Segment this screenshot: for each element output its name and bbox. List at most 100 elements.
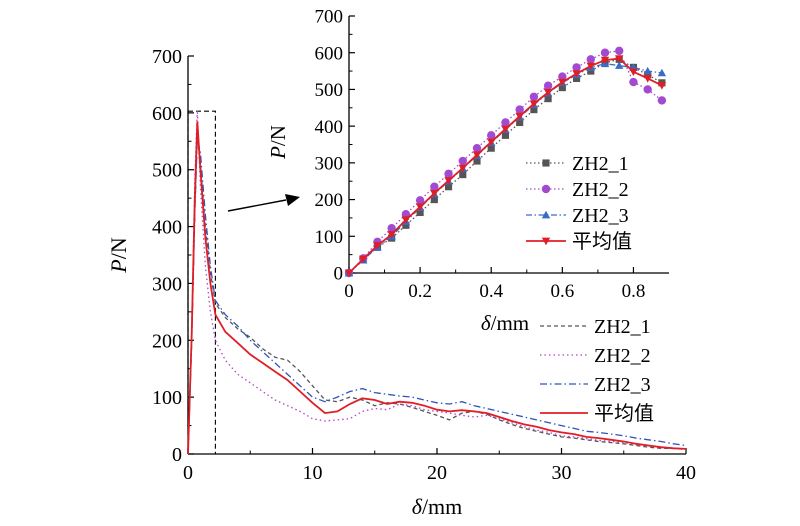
y-tick-label: 300	[152, 273, 182, 295]
data-point	[529, 100, 539, 108]
data-point	[558, 78, 567, 87]
series-line	[187, 138, 687, 455]
data-point	[529, 92, 539, 101]
legend-label: ZH2_2	[594, 345, 651, 367]
x-tick-label: 0.6	[550, 281, 574, 302]
legend: ZH2_1 ZH2_2 ZH2_3 平均值	[526, 153, 632, 253]
data-point	[643, 75, 652, 83]
legend-label: ZH2_3	[572, 205, 629, 227]
y-tick-label: 400	[315, 117, 344, 138]
data-point	[657, 96, 667, 105]
arrow-shaft	[227, 199, 287, 212]
x-tick-label: 0	[183, 462, 193, 484]
y-tick-label: 500	[315, 80, 344, 101]
y-axis-label: P/N	[106, 237, 131, 274]
data-point	[544, 95, 552, 103]
x-tick-label: 30	[552, 462, 572, 484]
data-point	[587, 67, 595, 75]
data-point	[543, 81, 553, 90]
data-point	[572, 74, 581, 82]
y-tick-label: 200	[315, 190, 344, 211]
data-point	[558, 72, 567, 81]
x-tick-label: 20	[427, 462, 447, 484]
data-point	[629, 68, 638, 77]
data-point	[515, 112, 524, 121]
data-point	[415, 203, 425, 212]
legend-label: ZH2_1	[572, 153, 629, 175]
legend-label: ZH2_2	[572, 179, 629, 201]
y-tick-label: 700	[152, 46, 182, 68]
data-point	[444, 183, 453, 191]
y-tick-label: 100	[315, 227, 344, 248]
x-tick-label: 0.4	[479, 281, 503, 302]
legend-label: 平均值	[572, 230, 632, 253]
series-3	[187, 121, 687, 455]
series-1	[344, 46, 667, 278]
data-point	[530, 106, 538, 114]
data-point	[572, 70, 581, 78]
data-point	[416, 208, 424, 216]
data-point	[516, 118, 524, 127]
data-point	[444, 169, 453, 179]
data-point	[657, 82, 667, 90]
data-point	[387, 231, 396, 239]
legend-marker	[541, 237, 551, 246]
legend-label: 平均值	[594, 402, 654, 425]
data-point	[600, 48, 610, 57]
x-tick-label: 10	[303, 462, 323, 484]
data-point	[643, 85, 652, 94]
x-axis-label: δ/mm	[412, 494, 463, 519]
data-point	[644, 71, 652, 79]
legend-label: ZH2_3	[594, 374, 651, 396]
zoom-region-box	[187, 110, 216, 455]
data-point	[444, 177, 453, 185]
data-point	[458, 156, 467, 166]
y-tick-label: 700	[315, 7, 344, 28]
data-point	[657, 68, 667, 77]
data-point	[572, 63, 581, 72]
arrow-head	[285, 194, 300, 206]
x-tick-label: 0.8	[622, 281, 646, 302]
y-tick-label: 600	[152, 103, 182, 125]
data-point	[415, 196, 425, 205]
data-point	[430, 196, 438, 204]
series-1	[187, 109, 687, 455]
data-point	[487, 131, 496, 140]
y-tick-label: 500	[152, 160, 182, 182]
data-point	[402, 221, 410, 229]
x-axis-label: δ/mm	[481, 311, 529, 335]
data-point	[458, 164, 467, 173]
data-point	[430, 189, 439, 198]
data-point	[558, 84, 566, 92]
y-tick-label: 0	[172, 444, 182, 466]
data-point	[487, 138, 496, 147]
data-point	[643, 66, 652, 75]
data-point	[459, 171, 467, 179]
data-point	[359, 255, 368, 264]
y-tick-label: 300	[315, 154, 344, 175]
data-point	[387, 224, 396, 233]
data-point	[472, 151, 482, 159]
x-tick-label: 0	[344, 281, 354, 302]
data-point	[401, 216, 411, 224]
data-point	[487, 144, 495, 152]
data-point	[472, 143, 482, 153]
zoom-arrow	[227, 194, 300, 212]
legend-marker	[542, 159, 550, 167]
data-point	[501, 118, 510, 127]
legend-marker	[541, 184, 551, 194]
y-tick-label: 600	[315, 43, 344, 64]
legend: ZH2_1 ZH2_2 ZH2_3 平均值	[540, 316, 654, 425]
y-tick-label: 400	[152, 217, 182, 239]
data-point	[615, 46, 624, 56]
inset-plot: 0 100 200 300 400 500 600 700 0 0.2 0.4 0.6 0.8 δ/mm P…	[266, 7, 669, 335]
data-point	[600, 56, 610, 65]
y-tick-label: 100	[152, 387, 182, 409]
series-2	[187, 138, 687, 455]
data-point	[543, 89, 553, 97]
legend-marker	[541, 210, 551, 219]
y-axis-label: P/N	[266, 125, 290, 160]
series-3	[344, 55, 667, 278]
y-tick-label: 200	[152, 330, 182, 352]
